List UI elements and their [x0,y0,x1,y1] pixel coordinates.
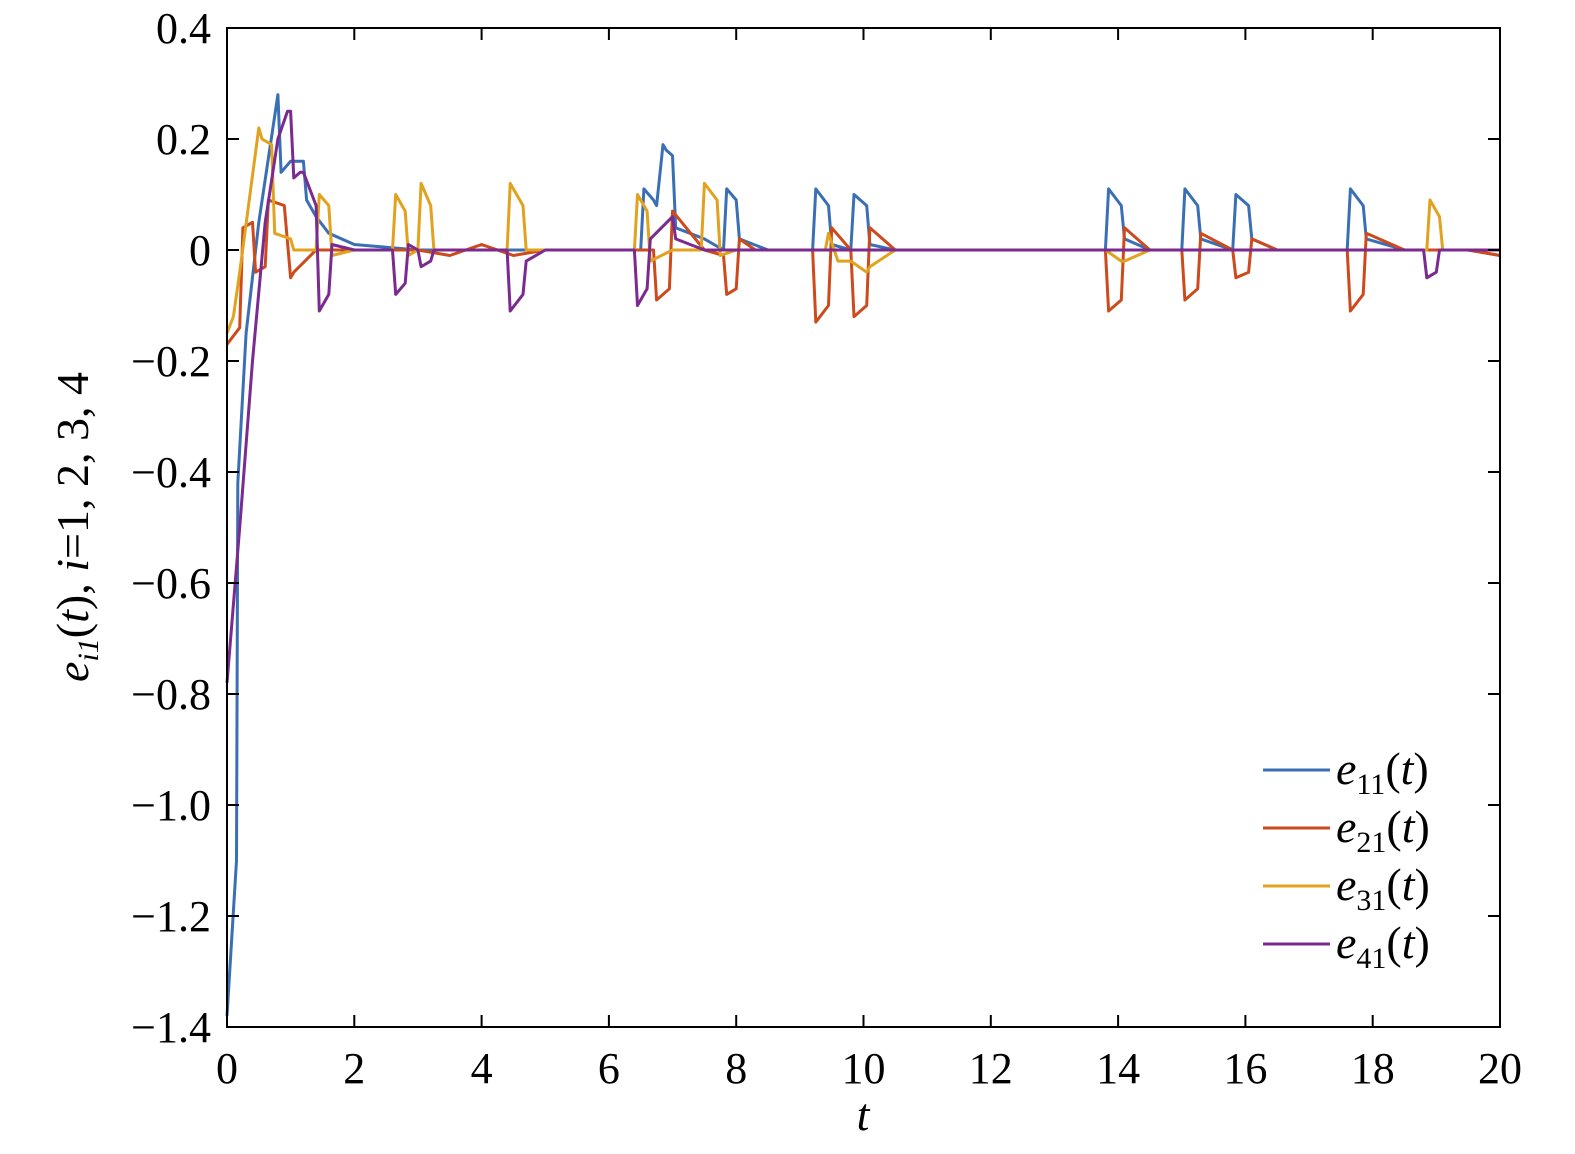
x-tick-label: 10 [842,1044,886,1093]
y-tick-label: −1.0 [131,781,211,830]
y-tick-label: −0.2 [131,337,211,386]
y-tick-label: 0.2 [156,115,211,164]
y-tick-label: −0.6 [131,559,211,608]
x-tick-label: 4 [471,1044,493,1093]
y-tick-label: −1.2 [131,892,211,941]
x-tick-label: 16 [1223,1044,1267,1093]
x-tick-label: 8 [725,1044,747,1093]
y-tick-label: −0.8 [131,670,211,719]
x-tick-label: 20 [1478,1044,1522,1093]
x-tick-label: 6 [598,1044,620,1093]
x-axis-title: t [857,1089,871,1140]
y-tick-label: 0 [189,226,211,275]
y-axis-title: ei1(t), i=1, 2, 3, 4 [47,372,105,682]
y-tick-label: −1.4 [131,1003,211,1052]
y-tick-label: 0.4 [156,4,211,53]
x-tick-label: 12 [969,1044,1013,1093]
x-tick-label: 2 [343,1044,365,1093]
x-tick-label: 0 [216,1044,238,1093]
x-tick-label: 14 [1096,1044,1140,1093]
x-tick-label: 18 [1351,1044,1395,1093]
y-tick-label: −0.4 [131,448,211,497]
